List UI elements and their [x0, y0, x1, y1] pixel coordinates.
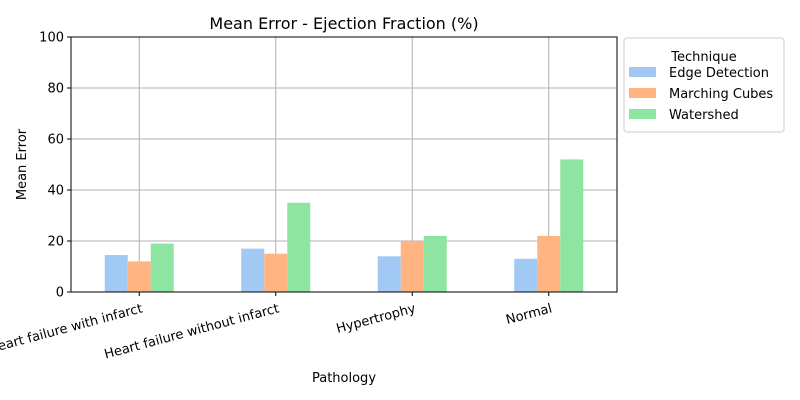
y-tick-label: 80	[47, 82, 64, 97]
bar	[264, 253, 288, 292]
y-tick-label: 0	[56, 286, 64, 301]
bar	[104, 255, 128, 292]
y-axis-title: Mean Error	[15, 128, 30, 200]
x-tick-label: Normal	[504, 301, 553, 328]
legend-entry-label: Watershed	[669, 108, 739, 123]
legend-entry-label: Edge Detection	[669, 66, 769, 81]
bar	[377, 256, 401, 292]
x-axis-title: Pathology	[312, 371, 376, 386]
y-tick-label: 40	[47, 184, 64, 199]
bar	[423, 235, 447, 292]
bars	[104, 159, 584, 292]
x-tick-label: Hypertrophy	[335, 301, 418, 337]
legend-swatch	[629, 88, 656, 98]
y-tick-label: 60	[47, 133, 64, 148]
bar	[537, 235, 561, 292]
y-tick-label: 100	[39, 31, 64, 46]
bar	[241, 248, 265, 292]
bar	[560, 159, 584, 292]
legend: Technique Edge Detection Marching Cubes Wa…	[623, 37, 785, 133]
legend-swatch	[629, 67, 656, 77]
legend-entry-label: Marching Cubes	[669, 87, 773, 102]
legend-box	[623, 37, 785, 133]
bar	[514, 258, 538, 292]
legend-swatch	[629, 109, 656, 119]
bar	[287, 202, 311, 292]
y-tick-label: 20	[47, 235, 64, 250]
bar	[150, 243, 174, 292]
chart-title: Mean Error - Ejection Fraction (%)	[209, 14, 478, 33]
bar	[127, 261, 151, 292]
bar	[400, 241, 424, 292]
legend-title: Technique	[670, 50, 736, 65]
plot-area-frame	[70, 36, 618, 293]
